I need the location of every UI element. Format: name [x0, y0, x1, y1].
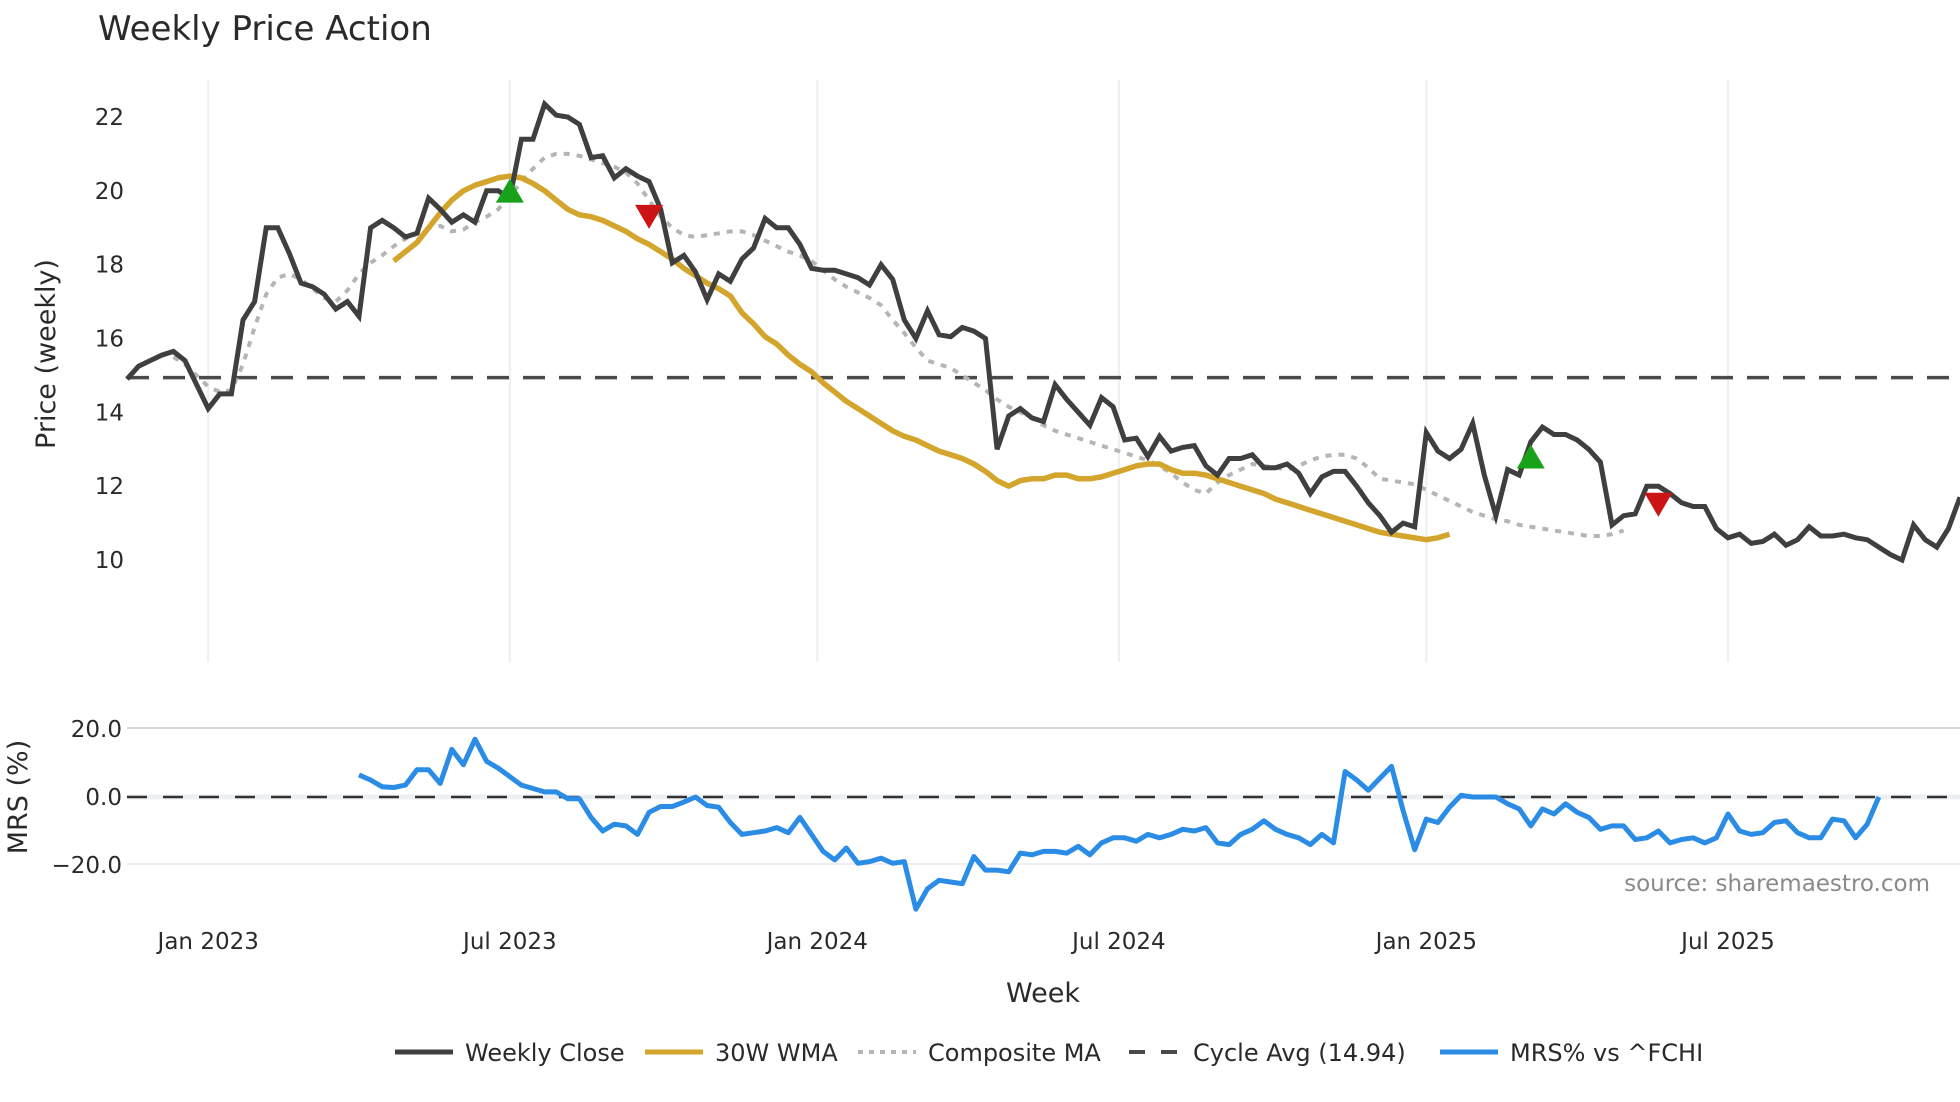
- x-tick-label: Jul 2023: [461, 929, 557, 955]
- x-tick-label: Jan 2025: [1374, 929, 1477, 955]
- legend-item-label: Composite MA: [928, 1039, 1101, 1067]
- price-tick-label: 12: [95, 474, 124, 500]
- buy-signal-icon: [1516, 444, 1545, 469]
- mrs-tick-label: −20.0: [52, 853, 122, 879]
- mrs-axis-ticks: 20.0 0.0 −20.0: [52, 717, 122, 879]
- mrs-tick-label: 0.0: [85, 785, 122, 811]
- composite-ma-line: [172, 151, 1625, 538]
- x-axis-title: Week: [1006, 978, 1080, 1009]
- price-axis-title: Price (weekly): [31, 259, 62, 449]
- weekly-close-line: [125, 99, 1960, 564]
- legend-item-label: MRS% vs ^FCHI: [1510, 1039, 1703, 1067]
- sell-signal-icon: [1644, 492, 1673, 517]
- legend-item-label: Weekly Close: [465, 1039, 625, 1067]
- wma-30w-line: [392, 173, 1451, 543]
- legend-item-label: 30W WMA: [715, 1039, 838, 1067]
- legend-item-label: Cycle Avg (14.94): [1193, 1039, 1406, 1067]
- x-tick-label: Jul 2025: [1679, 929, 1775, 955]
- buy-signal-icon: [495, 178, 524, 203]
- signal-markers: [495, 178, 1673, 517]
- chart-title: Weekly Price Action: [98, 9, 432, 49]
- x-axis-ticks: Jan 2023 Jul 2023 Jan 2024 Jul 2024 Jan 2025…: [156, 929, 1775, 955]
- mrs-line: [357, 736, 1882, 912]
- x-tick-label: Jan 2023: [156, 929, 259, 955]
- sell-signal-icon: [635, 204, 664, 229]
- x-tick-label: Jul 2024: [1070, 929, 1166, 955]
- mrs-axis-title: MRS (%): [3, 740, 34, 855]
- price-tick-label: 14: [95, 400, 124, 426]
- price-tick-label: 16: [95, 327, 124, 353]
- source-label: source: sharemaestro.com: [1624, 871, 1930, 897]
- price-tick-label: 20: [95, 179, 124, 205]
- mrs-tick-label: 20.0: [71, 717, 122, 743]
- price-tick-label: 18: [95, 253, 124, 279]
- price-tick-label: 10: [95, 548, 124, 574]
- price-axis-ticks: 10 12 14 16 18 20 22: [95, 105, 124, 574]
- x-tick-label: Jan 2024: [765, 929, 868, 955]
- price-tick-label: 22: [95, 105, 124, 131]
- grid-lines: [207, 80, 1729, 662]
- legend: Weekly Close 30W WMA Composite MA Cycle Avg…: [395, 1039, 1703, 1067]
